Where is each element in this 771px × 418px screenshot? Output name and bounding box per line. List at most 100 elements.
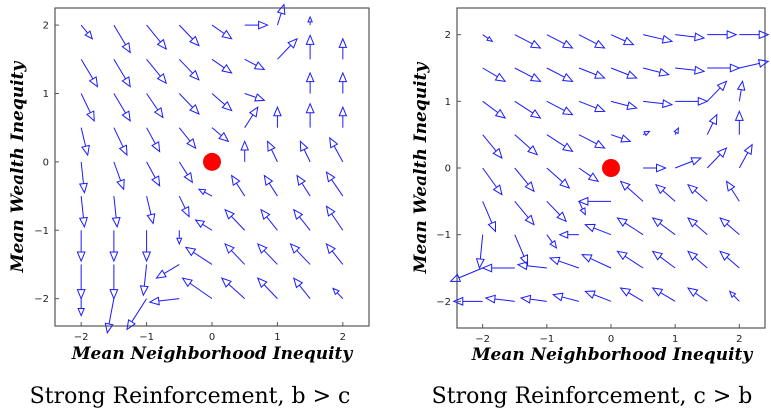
left-field-arrow — [338, 105, 348, 128]
right-y-tick-label: 1 — [445, 97, 451, 108]
left-field-arrow — [332, 287, 344, 299]
right-field-arrow — [643, 163, 667, 173]
right-field-arrow — [482, 100, 507, 119]
left-arrow-layer — [76, 3, 348, 335]
right-field-arrow — [580, 254, 612, 269]
right-panel-caption: Strong Reinforcement, c > b — [432, 384, 753, 409]
left-x-tick-label: 2 — [340, 332, 346, 343]
right-field-arrow — [610, 34, 635, 46]
left-field-arrow — [211, 24, 233, 40]
left-vector-field-panel: −2 −1 0 1 2 −2 −1 0 1 2 Mean Neighborhood Inequit… — [8, 3, 370, 409]
right-field-arrow — [475, 234, 485, 270]
right-field-arrow — [484, 294, 515, 304]
left-field-arrow — [197, 188, 213, 197]
left-field-arrow — [220, 277, 246, 300]
right-field-arrow — [642, 67, 670, 77]
right-y-axis-title: Mean Wealth Inequity — [411, 62, 431, 275]
left-field-arrow — [77, 298, 85, 318]
right-field-arrow — [546, 200, 567, 223]
right-tick-layer: −2 −1 0 1 2 −2 −1 0 1 2 — [436, 30, 742, 345]
left-y-axis-title: Mean Wealth Inequity — [8, 61, 28, 274]
right-field-arrow — [514, 201, 535, 226]
right-field-arrow — [514, 167, 535, 193]
left-field-arrow — [305, 102, 315, 128]
left-field-arrow — [325, 205, 344, 231]
left-field-arrow — [263, 174, 278, 197]
right-field-arrow — [482, 201, 497, 233]
left-field-arrow — [273, 105, 282, 128]
left-field-arrow — [148, 296, 180, 306]
left-y-tick-label: −1 — [34, 226, 49, 237]
left-field-arrow — [111, 196, 121, 229]
left-y-tick-label: 0 — [43, 157, 49, 168]
left-field-arrow — [307, 15, 313, 26]
left-field-arrow — [184, 246, 213, 265]
left-field-arrow — [230, 174, 246, 197]
right-field-arrow — [546, 167, 571, 189]
right-field-arrow — [725, 180, 740, 202]
right-field-arrow — [706, 113, 718, 135]
right-field-arrow — [651, 287, 676, 302]
right-field-arrow — [686, 287, 708, 302]
right-field-arrow — [452, 296, 483, 306]
left-field-arrow — [224, 243, 246, 265]
right-field-arrow — [734, 110, 744, 135]
right-y-tick-label: 0 — [445, 164, 451, 175]
right-field-arrow — [482, 134, 503, 159]
right-field-arrow — [548, 256, 580, 269]
right-field-arrow — [482, 67, 507, 82]
right-field-arrow — [514, 234, 529, 266]
right-field-arrow — [577, 196, 611, 206]
left-field-arrow — [146, 58, 168, 85]
right-field-arrow — [675, 96, 709, 106]
right-field-arrow — [546, 100, 574, 116]
left-field-arrow — [329, 136, 344, 163]
right-field-arrow — [675, 65, 706, 75]
left-field-arrow — [109, 230, 119, 263]
left-field-arrow — [146, 195, 156, 225]
right-field-arrow — [707, 63, 741, 73]
right-vector-field-panel: −2 −1 0 1 2 −2 −1 0 1 2 Mean Neighborhood Inequit… — [411, 7, 770, 409]
right-field-arrow — [514, 34, 542, 49]
left-field-arrow — [292, 277, 311, 299]
right-y-tick-label: 2 — [445, 30, 451, 41]
right-field-arrow — [546, 34, 574, 49]
right-x-tick-label: 1 — [672, 334, 678, 345]
right-field-arrow — [578, 167, 600, 183]
right-field-arrow — [687, 183, 708, 202]
right-field-arrow — [558, 230, 579, 239]
left-field-arrow — [256, 243, 278, 265]
left-tick-layer: −2 −1 0 1 2 −2 −1 0 1 2 — [34, 21, 346, 343]
left-field-arrow — [78, 161, 88, 194]
right-field-arrow — [616, 217, 644, 236]
right-field-arrow — [674, 157, 703, 169]
right-field-arrow — [552, 292, 580, 302]
left-field-arrow — [113, 93, 131, 122]
right-field-arrow — [651, 217, 676, 236]
right-field-arrow — [736, 80, 746, 102]
right-field-arrow — [578, 34, 606, 49]
left-field-arrow — [126, 298, 148, 331]
left-field-arrow — [178, 127, 197, 150]
right-field-arrow — [738, 143, 753, 169]
right-field-arrow — [706, 147, 728, 169]
right-field-arrow — [610, 134, 632, 143]
right-field-arrow — [578, 100, 606, 113]
left-field-arrow — [244, 20, 269, 30]
left-field-arrow — [146, 24, 168, 51]
left-field-arrow — [244, 58, 266, 71]
right-field-arrow — [514, 67, 542, 82]
right-x-tick-label: 0 — [608, 334, 614, 345]
right-field-arrow — [642, 130, 651, 137]
left-field-arrow — [260, 208, 278, 231]
right-field-arrow — [739, 59, 770, 69]
left-field-arrow — [181, 277, 213, 300]
left-field-arrow — [277, 37, 298, 60]
right-x-tick-label: 2 — [736, 334, 742, 345]
left-field-arrow — [178, 93, 200, 115]
left-field-arrow — [211, 58, 233, 74]
right-field-arrow — [584, 290, 612, 302]
right-field-arrow — [482, 34, 494, 43]
right-field-arrow — [516, 261, 547, 271]
